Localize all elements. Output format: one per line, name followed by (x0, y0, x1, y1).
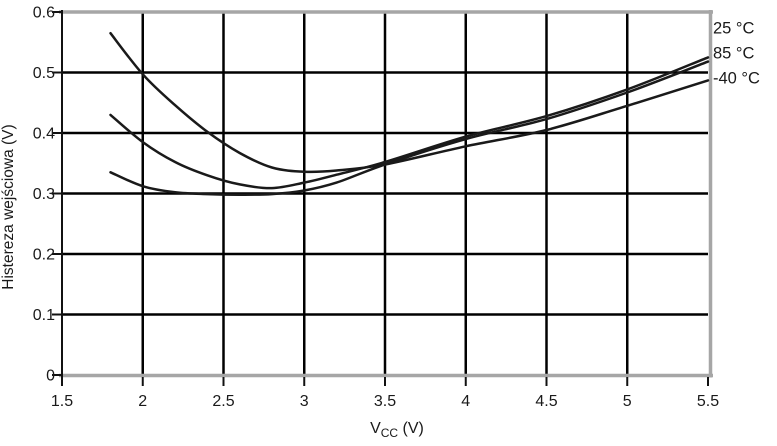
x-tick-label: 3.5 (374, 393, 396, 410)
y-tick-label: 0.6 (33, 5, 55, 22)
y-tick-label: 0.4 (33, 126, 55, 143)
y-tick-label: 0 (46, 368, 55, 385)
series-curve (109, 31, 710, 174)
y-tick-label: 0.2 (33, 247, 55, 264)
series-curve (109, 60, 710, 196)
series-curve (109, 56, 710, 190)
x-tick-label: 1.5 (51, 393, 73, 410)
y-axis-title: Histereza wejściowa (V) (0, 124, 17, 290)
y-tick-label: 0.1 (33, 307, 55, 324)
x-axis-title-subscript: CC (380, 426, 399, 441)
x-tick-label: 2.5 (212, 393, 234, 410)
legend-label: 85 °C (713, 45, 755, 63)
x-tick-label: 5.5 (697, 393, 719, 410)
legend-label: 25 °C (713, 20, 755, 38)
x-tick-label: 2 (138, 393, 147, 410)
y-tick-label: 0.5 (33, 65, 55, 82)
x-axis-title-suffix: (V) (398, 420, 424, 437)
x-tick-label: 4.5 (535, 393, 557, 410)
x-tick-label: 3 (300, 393, 309, 410)
legend-label: -40 °C (713, 70, 760, 88)
x-axis-title: VCC (V) (297, 420, 497, 440)
x-tick-label: 5 (623, 393, 632, 410)
y-tick-label: 0.3 (33, 186, 55, 203)
x-tick-label: 4 (461, 393, 470, 410)
x-axis-title-main: V (370, 420, 381, 437)
